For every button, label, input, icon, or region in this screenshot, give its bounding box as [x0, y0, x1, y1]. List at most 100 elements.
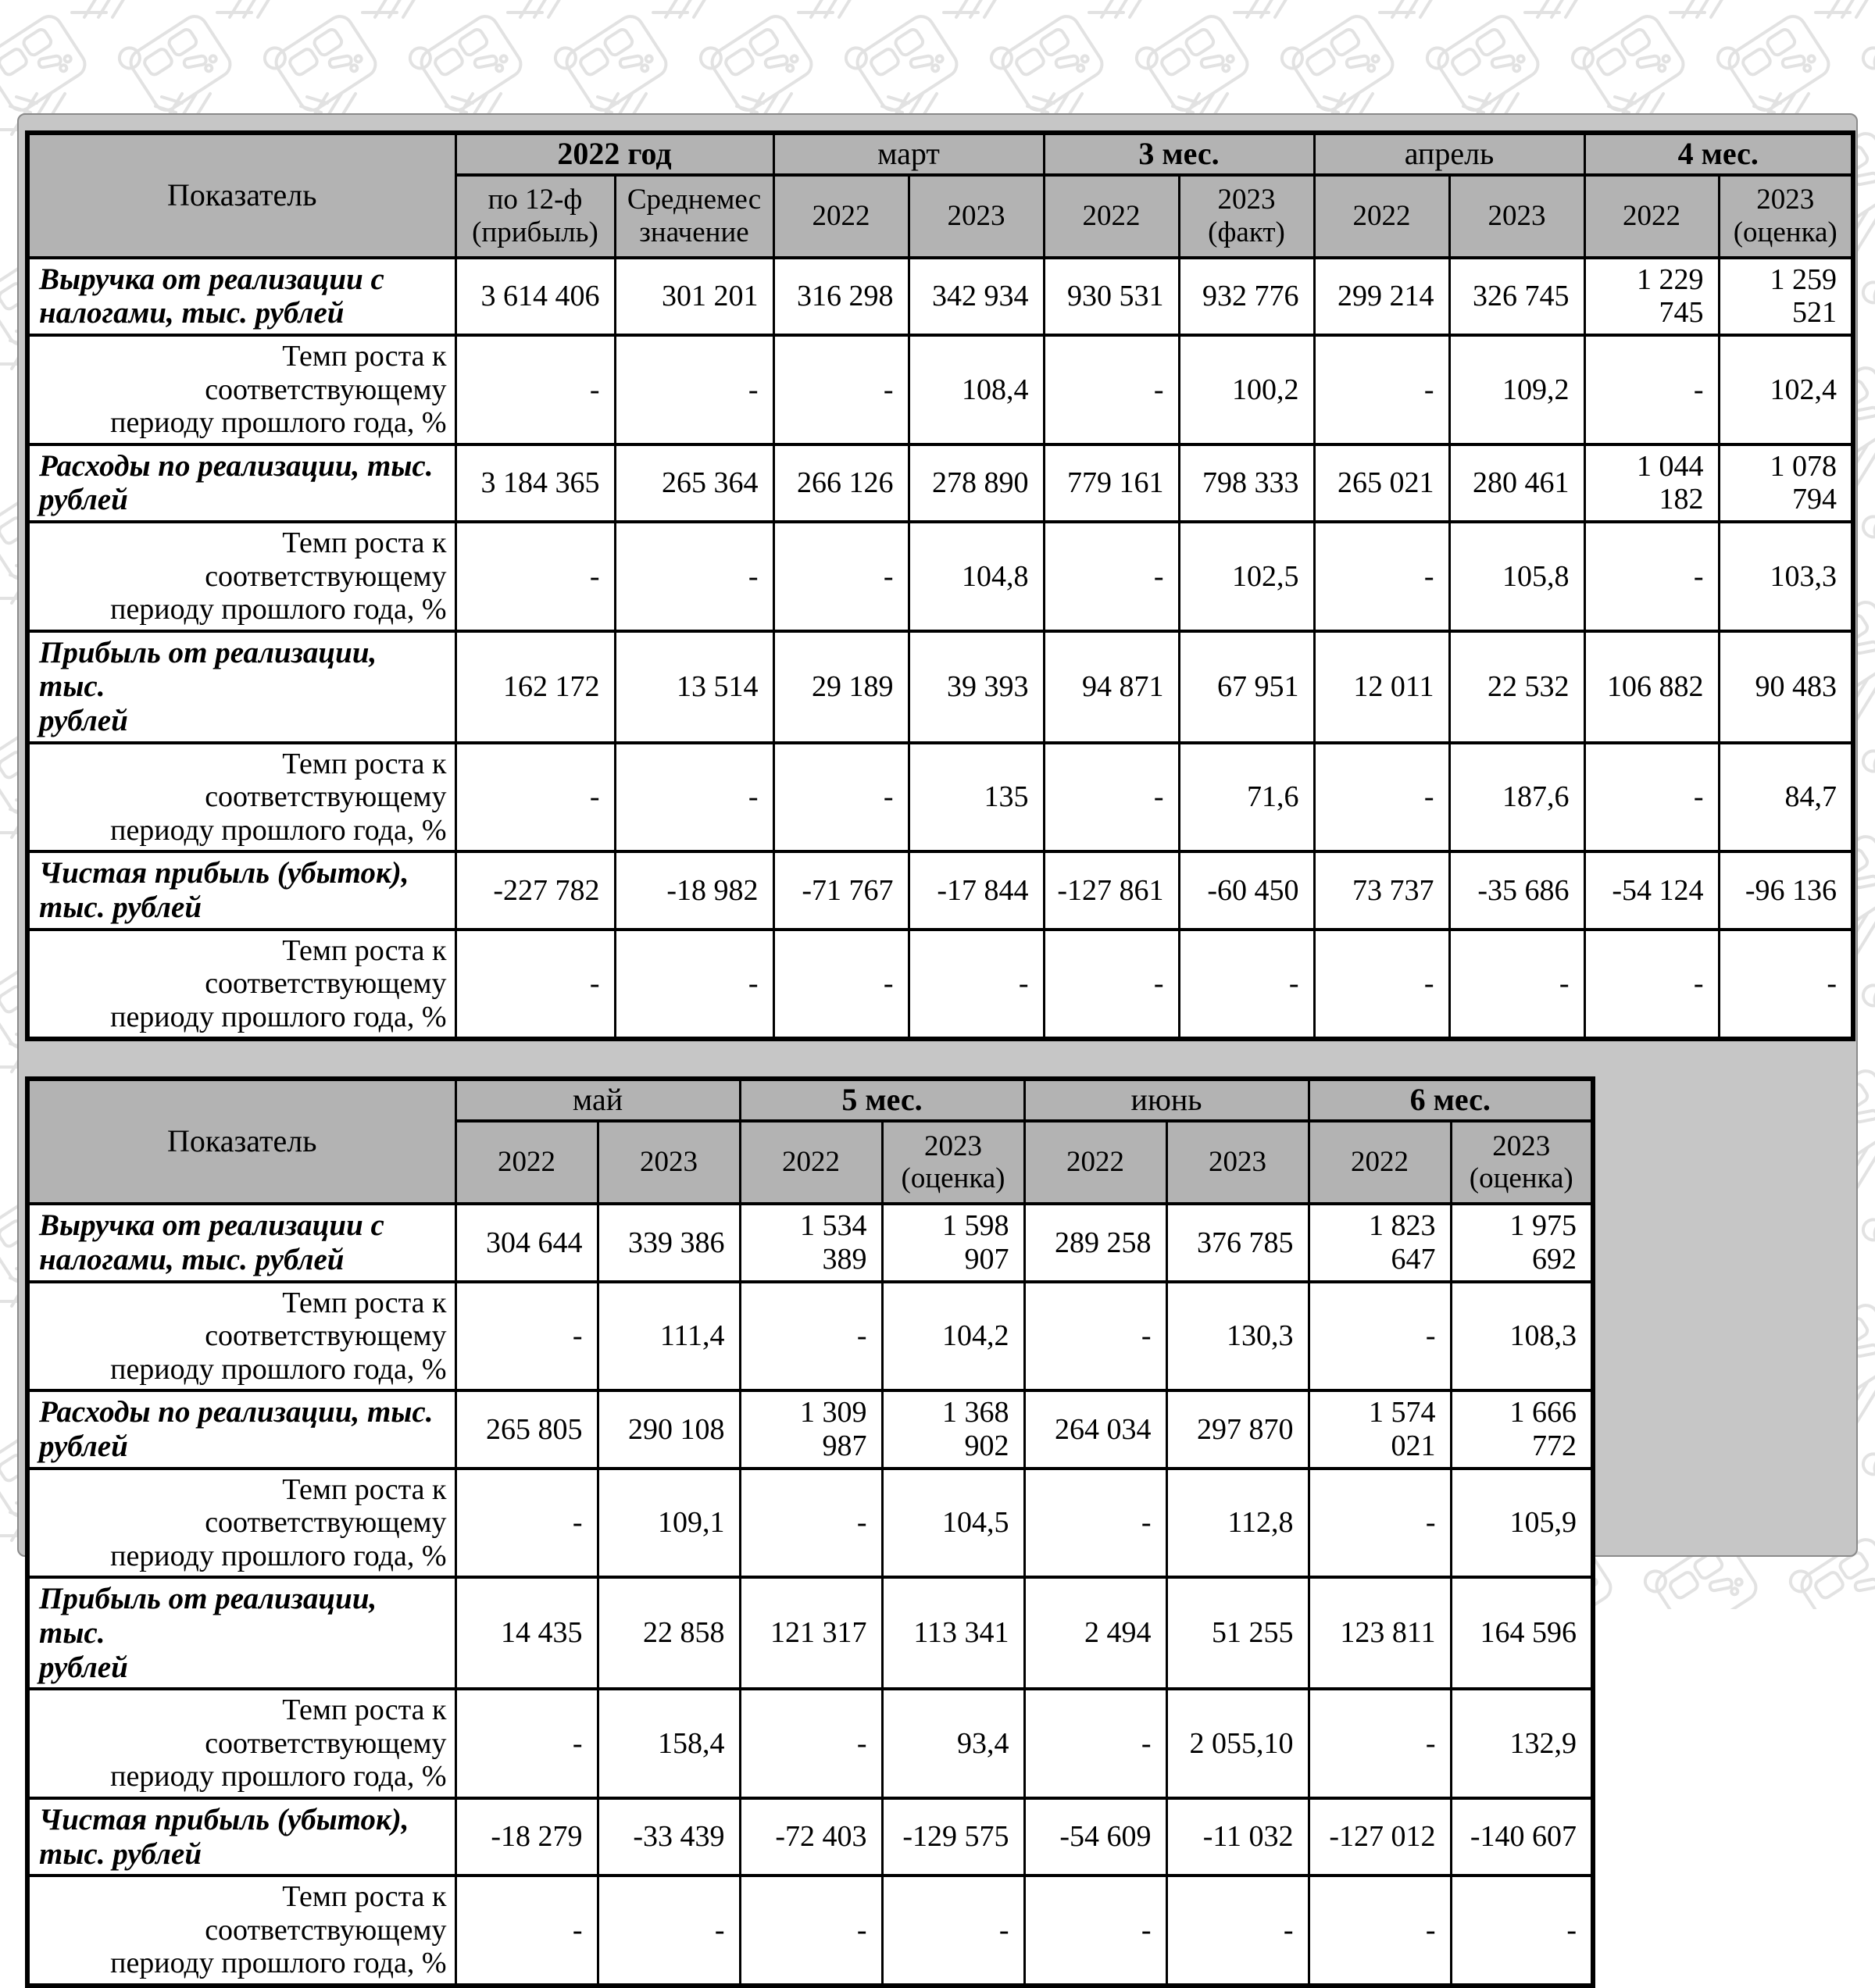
indicator-label: Прибыль от реализации, тыс. рублей — [26, 1576, 457, 1691]
value-cell: - — [772, 927, 910, 1041]
value-cell: -227 782 — [454, 850, 616, 931]
value-cell: -54 124 — [1583, 850, 1720, 931]
table-row: Темп роста к соответствующему периоду пр… — [26, 1687, 1595, 1800]
growth-rate-label: Темп роста к соответствующему периоду пр… — [26, 334, 457, 446]
table-row: Темп роста к соответствующему периоду пр… — [26, 1280, 1595, 1393]
value-cell: - — [613, 741, 775, 854]
value-cell: -60 450 — [1177, 850, 1316, 931]
indicator-label: Расходы по реализации, тыс. рублей — [26, 442, 457, 524]
value-cell: 1 598 907 — [880, 1202, 1026, 1283]
year-subheader: 2023 (оценка) — [880, 1119, 1026, 1206]
value-cell: 102,5 — [1177, 520, 1316, 633]
value-cell: 162 172 — [454, 629, 616, 744]
value-cell: 1 368 902 — [880, 1389, 1026, 1470]
period-group-header: апрель — [1312, 131, 1586, 177]
diagonal-hatch-icon — [1669, 0, 1738, 19]
value-cell: 265 021 — [1312, 442, 1451, 524]
indicator-column-header: Показатель — [26, 131, 457, 259]
value-cell: -140 607 — [1449, 1796, 1595, 1878]
table-row: Расходы по реализации, тыс. рублей 265 80… — [26, 1389, 1595, 1470]
year-subheader: 2022 — [738, 1119, 884, 1206]
value-cell: - — [1023, 1874, 1168, 1987]
table-row: Темп роста к соответствующему периоду пр… — [26, 1466, 1595, 1579]
value-cell: 265 364 — [613, 442, 775, 524]
value-cell: 90 483 — [1717, 629, 1855, 744]
value-cell: -71 767 — [772, 850, 910, 931]
value-cell: 1 259 521 — [1717, 255, 1855, 337]
value-cell: 29 189 — [772, 629, 910, 744]
value-cell: - — [454, 1280, 599, 1393]
growth-rate-label: Темп роста к соответствующему периоду пр… — [26, 741, 457, 854]
period-group-header: 5 мес. — [738, 1077, 1026, 1123]
diagonal-hatch-icon — [506, 0, 575, 19]
value-cell: - — [613, 520, 775, 633]
value-cell: 316 298 — [772, 255, 910, 337]
value-cell: 299 214 — [1312, 255, 1451, 337]
value-cell: 121 317 — [738, 1576, 884, 1691]
indicator-column-header: Показатель — [26, 1077, 457, 1206]
diagonal-hatch-icon — [1378, 0, 1447, 19]
table-row: Прибыль от реализации, тыс. рублей 14 435… — [26, 1576, 1595, 1691]
value-cell: 297 870 — [1165, 1389, 1310, 1470]
value-cell: 342 934 — [907, 255, 1045, 337]
period-group-header: март — [772, 131, 1045, 177]
value-cell: 930 531 — [1042, 255, 1180, 337]
value-cell: -18 279 — [454, 1796, 599, 1878]
value-cell: - — [907, 927, 1045, 1041]
slide-panel: Показатель 2022 год март 3 мес. апрель 4 мес.… — [17, 113, 1858, 1988]
indicator-label: Расходы по реализации, тыс. рублей — [26, 1389, 457, 1470]
value-cell: -17 844 — [907, 850, 1045, 931]
value-cell: - — [454, 1466, 599, 1579]
value-cell: - — [1177, 927, 1316, 1041]
growth-rate-label: Темп роста к соответствующему периоду пр… — [26, 1874, 457, 1987]
value-cell: - — [880, 1874, 1026, 1987]
value-cell: - — [454, 1687, 599, 1800]
value-cell: 104,5 — [880, 1466, 1026, 1579]
value-cell: - — [1307, 1280, 1452, 1393]
financial-table-1: Показатель 2022 год март 3 мес. апрель 4 мес.… — [25, 130, 1855, 1042]
value-cell: 73 737 — [1312, 850, 1451, 931]
value-cell: - — [613, 334, 775, 446]
value-cell: - — [1023, 1687, 1168, 1800]
value-cell: -96 136 — [1717, 850, 1855, 931]
year-subheader: 2023 — [1448, 173, 1586, 259]
value-cell: 278 890 — [907, 442, 1045, 524]
table-row: Выручка от реализации с налогами, тыс. р… — [26, 255, 1855, 337]
value-cell: 1 574 021 — [1307, 1389, 1452, 1470]
diagonal-hatch-icon — [1088, 0, 1156, 19]
value-cell: - — [1165, 1874, 1310, 1987]
year-subheader: 2023 — [596, 1119, 741, 1206]
value-cell: 105,9 — [1449, 1466, 1595, 1579]
value-cell: 164 596 — [1449, 1576, 1595, 1691]
value-cell: 1 044 182 — [1583, 442, 1720, 524]
value-cell: 798 333 — [1177, 442, 1316, 524]
value-cell: - — [613, 927, 775, 1041]
value-cell: 111,4 — [596, 1280, 741, 1393]
value-cell: 105,8 — [1448, 520, 1586, 633]
table-row: Темп роста к соответствующему периоду пр… — [26, 520, 1855, 633]
value-cell: 326 745 — [1448, 255, 1586, 337]
value-cell: - — [1307, 1687, 1452, 1800]
year-subheader: 2022 — [1042, 173, 1180, 259]
value-cell: - — [772, 741, 910, 854]
value-cell: 932 776 — [1177, 255, 1316, 337]
value-cell: 94 871 — [1042, 629, 1180, 744]
value-cell: 1 823 647 — [1307, 1202, 1452, 1283]
value-cell: 71,6 — [1177, 741, 1316, 854]
growth-rate-label: Темп роста к соответствующему периоду пр… — [26, 1466, 457, 1579]
value-cell: 22 532 — [1448, 629, 1586, 744]
table-row: Расходы по реализации, тыс. рублей 3 184 … — [26, 442, 1855, 524]
value-cell: 1 229 745 — [1583, 255, 1720, 337]
value-cell: - — [1583, 741, 1720, 854]
value-cell: 135 — [907, 741, 1045, 854]
diagonal-hatch-icon — [70, 0, 139, 19]
value-cell: 266 126 — [772, 442, 910, 524]
value-cell: -18 982 — [613, 850, 775, 931]
value-cell: 106 882 — [1583, 629, 1720, 744]
table-row: Темп роста к соответствующему периоду пр… — [26, 334, 1855, 446]
year-subheader: 2022 — [1023, 1119, 1168, 1206]
value-cell: 280 461 — [1448, 442, 1586, 524]
year-subheader: 2023 (оценка) — [1449, 1119, 1595, 1206]
year-subheader: 2022 — [454, 1119, 599, 1206]
value-cell: 289 258 — [1023, 1202, 1168, 1283]
